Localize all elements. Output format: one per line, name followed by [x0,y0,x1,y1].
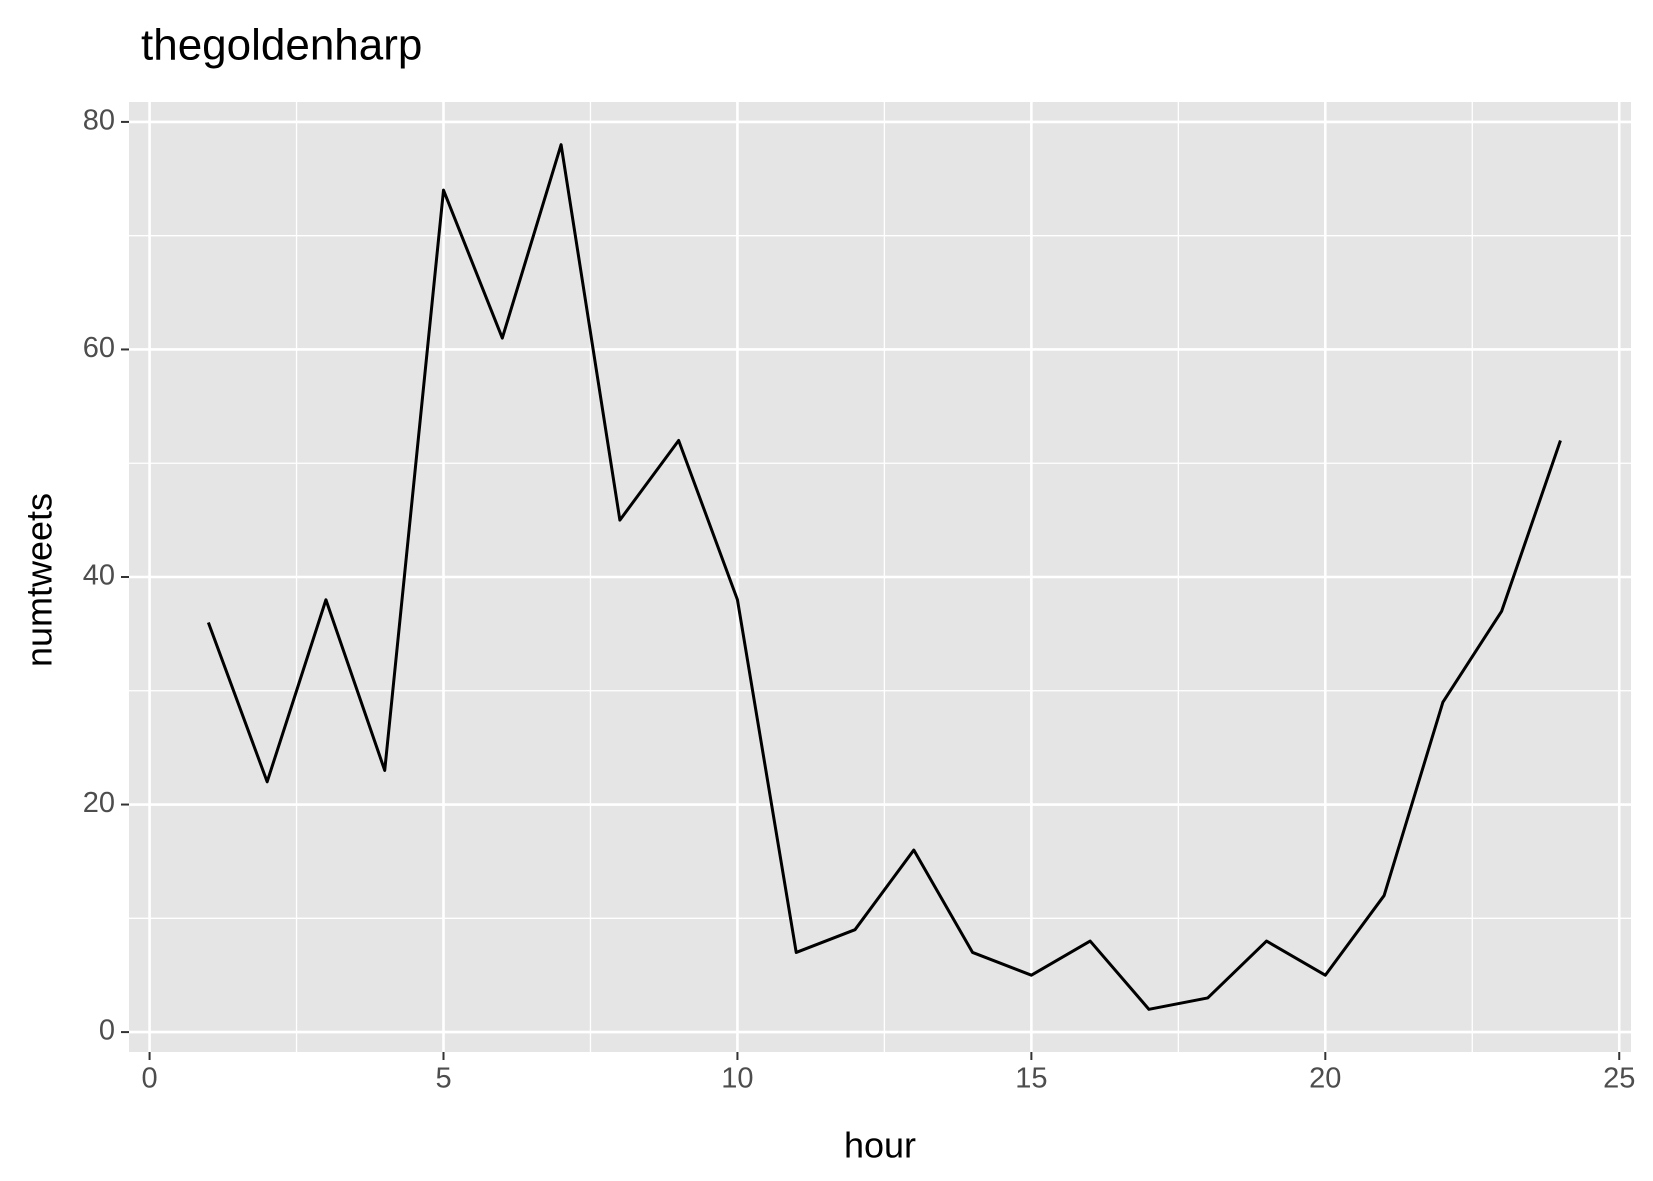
x-tick-label: 10 [721,1063,753,1095]
y-tick-label: 0 [99,1015,115,1047]
x-tick-label: 15 [1015,1063,1047,1095]
y-tick-label: 40 [83,560,115,592]
x-tick-label: 0 [142,1063,158,1095]
chart-title: thegoldenharp [141,21,422,70]
line [206,143,1562,1011]
x-tick-label: 25 [1603,1063,1635,1095]
x-tick-label: 5 [435,1063,451,1095]
x-tick-label: 20 [1309,1063,1341,1095]
y-tick-label: 60 [83,332,115,364]
y-tick-label: 80 [83,105,115,137]
x-axis-title: hour [844,1125,916,1166]
y-tick-label: 20 [83,787,115,819]
y-axis-title: numtweets [19,493,60,667]
